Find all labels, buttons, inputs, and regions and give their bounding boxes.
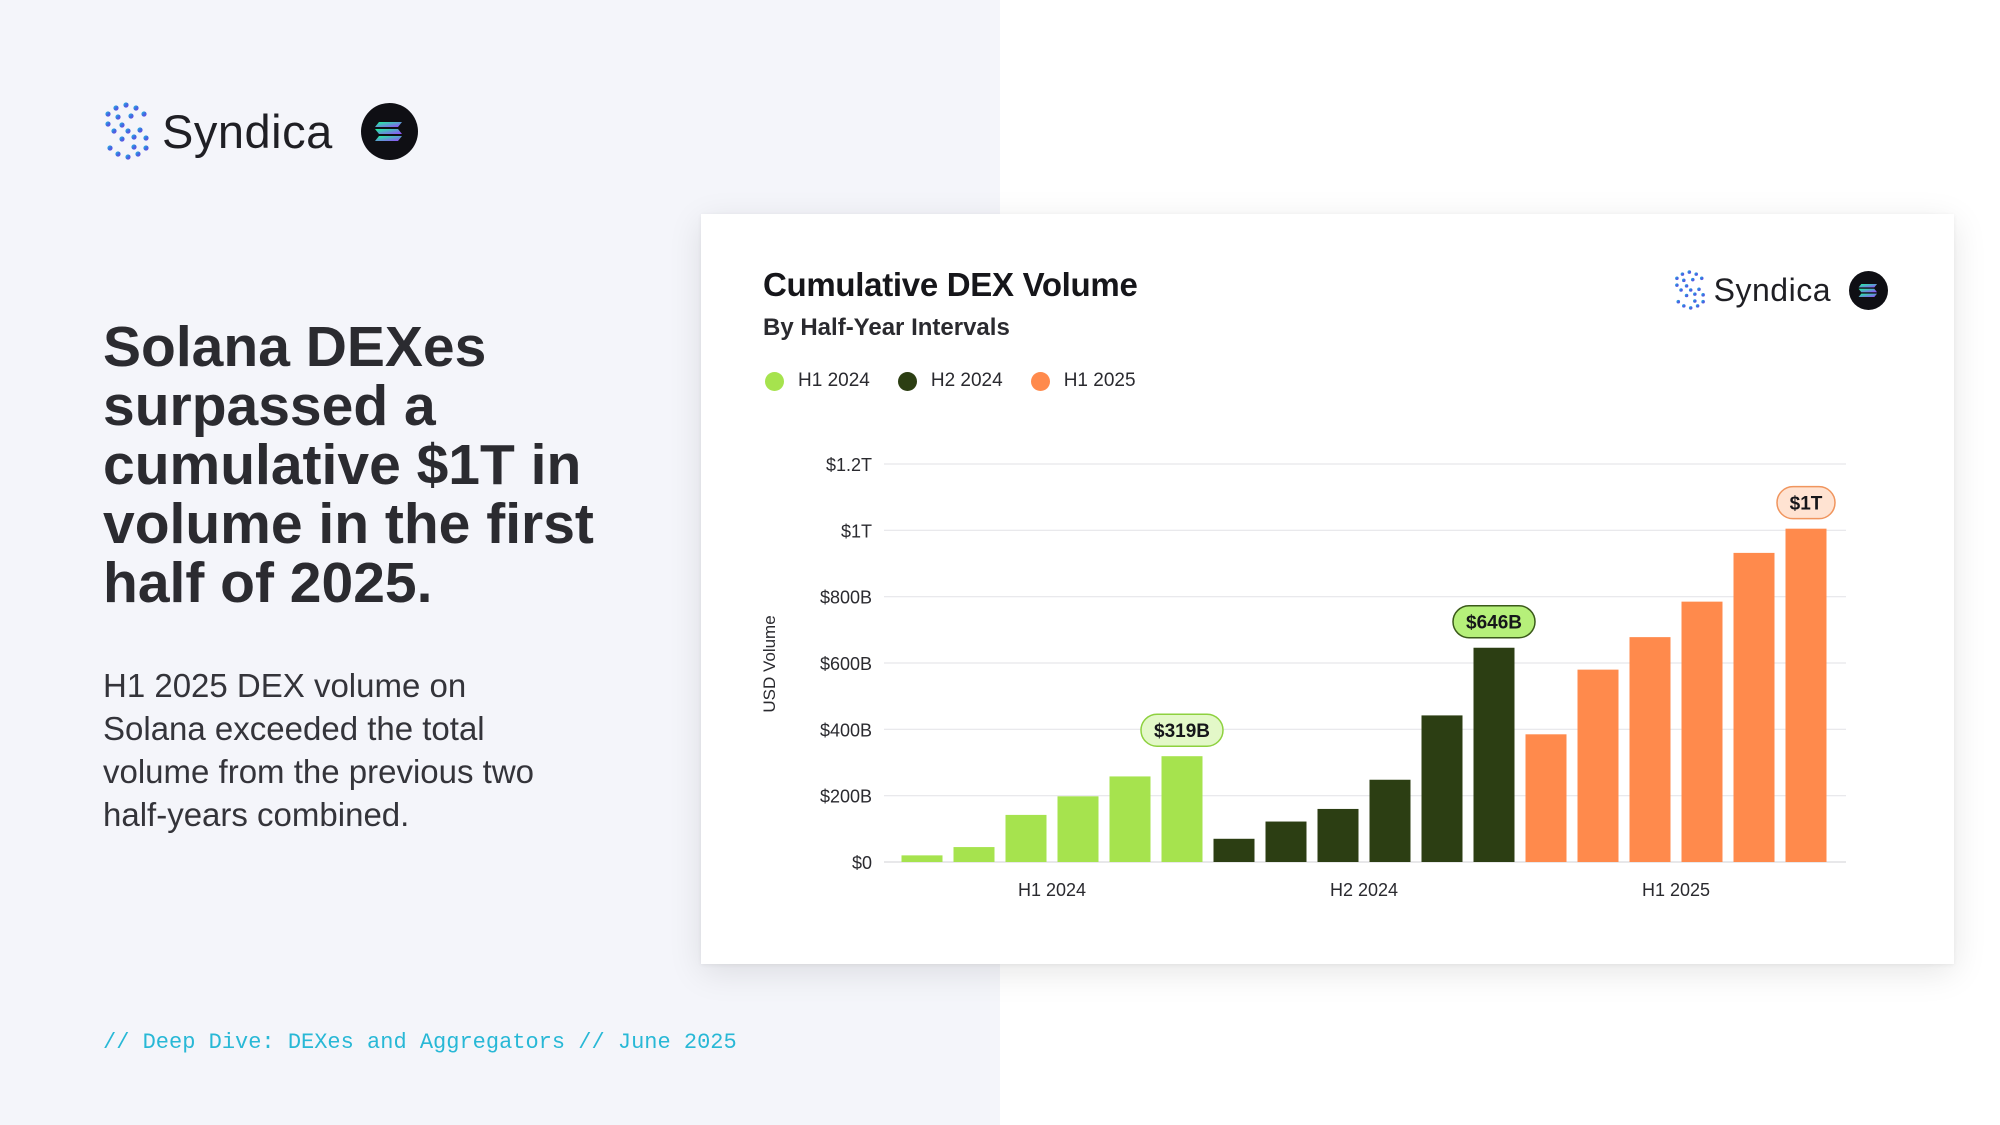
bar xyxy=(1525,734,1567,862)
bar xyxy=(1577,669,1619,862)
bar xyxy=(1473,647,1515,862)
legend-item-h1-2025: H1 2025 xyxy=(1030,370,1136,392)
y-tick-label: $1.2T xyxy=(826,455,872,475)
card-brand: Syndica xyxy=(1674,270,1888,310)
data-label: $319B xyxy=(1154,721,1210,742)
data-label: $1T xyxy=(1790,494,1823,515)
solana-logo-icon xyxy=(360,102,418,160)
chart-title: Cumulative DEX Volume xyxy=(763,266,1138,303)
chart-card: Cumulative DEX Volume By Half-Year Inter… xyxy=(701,214,1954,964)
chart-subtitle: By Half-Year Intervals xyxy=(763,314,1010,341)
legend-label: H1 2024 xyxy=(798,370,870,391)
y-tick-label: $0 xyxy=(852,853,872,873)
y-tick-label: $800B xyxy=(820,588,872,608)
bar xyxy=(953,847,995,862)
footer-note: // Deep Dive: DEXes and Aggregators // J… xyxy=(103,1030,737,1055)
syndica-logo-icon xyxy=(1674,270,1705,310)
legend-swatch xyxy=(765,371,784,391)
y-tick-label: $600B xyxy=(820,654,872,674)
card-brand-name: Syndica xyxy=(1713,271,1831,308)
legend-label: H2 2024 xyxy=(930,370,1003,391)
value-callout-pill xyxy=(1776,485,1836,520)
bar xyxy=(1317,808,1359,862)
legend-label: H1 2025 xyxy=(1063,370,1136,391)
bar xyxy=(1161,756,1203,862)
bar xyxy=(1005,814,1047,862)
brand-header: Syndica xyxy=(104,102,418,160)
bar-chart: $0 $200B $400B $600B $800B $1T $1.2T USD Volume… xyxy=(760,455,1846,900)
bar xyxy=(1733,552,1775,862)
x-tick-label: H2 2024 xyxy=(1330,880,1398,900)
legend-swatch xyxy=(1030,371,1050,391)
y-axis-title: USD Volume xyxy=(760,615,779,712)
solana-logo-icon xyxy=(1849,270,1888,310)
brand-name: Syndica xyxy=(162,104,333,158)
value-callout-pill xyxy=(1452,604,1536,639)
bar xyxy=(1785,528,1827,862)
y-tick-label: $200B xyxy=(820,787,872,807)
bar xyxy=(1681,601,1723,862)
data-label: $646B xyxy=(1466,613,1522,634)
bar xyxy=(1109,776,1151,862)
bar xyxy=(901,855,943,862)
x-tick-label: H1 2024 xyxy=(1018,880,1086,900)
legend-item-h2-2024: H2 2024 xyxy=(897,370,1003,392)
headline: Solana DEXes surpassed a cumulative $1T … xyxy=(103,315,594,615)
syndica-logo-icon xyxy=(105,102,149,160)
bar xyxy=(1057,796,1099,862)
bar xyxy=(1265,821,1307,862)
bar xyxy=(1369,779,1411,862)
summary-text: H1 2025 DEX volume on Solana exceeded th… xyxy=(103,667,535,833)
bar xyxy=(1629,637,1671,862)
y-tick-label: $400B xyxy=(820,720,872,740)
legend-item-h1-2024: H1 2024 xyxy=(765,370,870,392)
legend-swatch xyxy=(897,371,917,391)
bar xyxy=(1213,838,1255,862)
y-tick-label: $1T xyxy=(841,521,872,541)
chart-legend: H1 2024 H2 2024 H1 2025 xyxy=(765,370,1164,392)
value-callout-pill xyxy=(1140,713,1224,747)
bar xyxy=(1421,715,1463,862)
x-tick-label: H1 2025 xyxy=(1642,880,1710,900)
